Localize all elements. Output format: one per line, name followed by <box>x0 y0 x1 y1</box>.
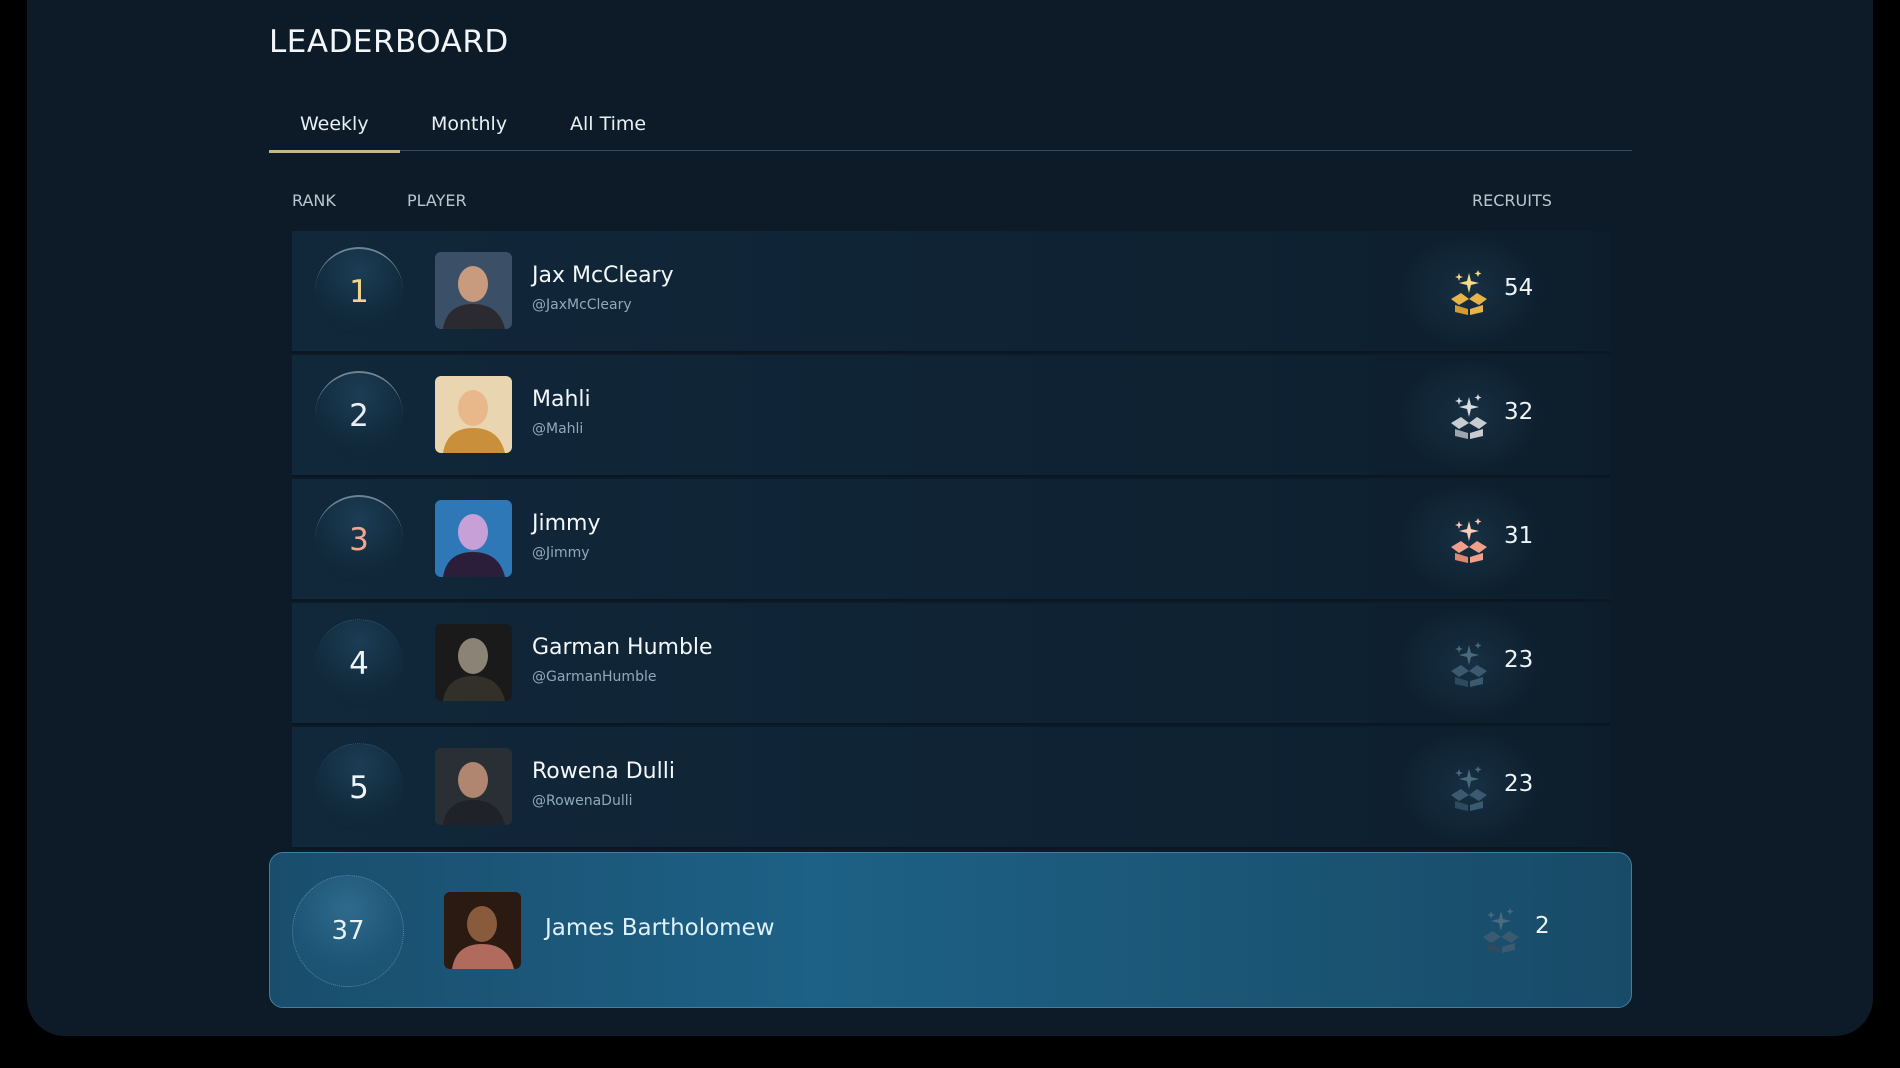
tab-weekly[interactable]: Weekly <box>269 113 399 153</box>
tab-monthly[interactable]: Monthly <box>431 113 508 135</box>
recruits-count: 23 <box>1504 647 1534 673</box>
recruits-count: 23 <box>1504 771 1534 797</box>
recruits-count: 32 <box>1504 399 1534 425</box>
tab-all-time[interactable]: All Time <box>570 113 647 135</box>
avatar <box>435 252 512 329</box>
gift-box-icon <box>1449 393 1489 439</box>
avatar <box>435 376 512 453</box>
rank-badge: 4 <box>315 619 403 707</box>
player-handle: @RowenaDulli <box>532 793 633 809</box>
rank-badge: 2 <box>315 371 403 459</box>
player-name[interactable]: Garman Humble <box>532 635 713 660</box>
gift-box-icon <box>1481 907 1521 953</box>
gift-box-icon <box>1449 517 1489 563</box>
player-handle: @JaxMcCleary <box>532 297 632 313</box>
leaderboard-row[interactable]: 3 Jimmy @Jimmy 31 <box>292 479 1610 601</box>
recruits-glow <box>1397 355 1547 475</box>
player-handle: @Mahli <box>532 421 584 437</box>
leaderboard-row[interactable]: 5 Rowena Dulli @RowenaDulli 23 <box>292 727 1610 849</box>
column-header-recruits: RECRUITS <box>1472 191 1552 210</box>
recruits-glow <box>1397 479 1547 599</box>
current-user-row[interactable]: 37 James Bartholomew 2 <box>269 852 1632 1008</box>
avatar <box>435 748 512 825</box>
avatar <box>435 500 512 577</box>
page-title: LEADERBOARD <box>269 24 509 60</box>
player-handle: @Jimmy <box>532 545 590 561</box>
player-handle: @GarmanHumble <box>532 669 657 685</box>
recruits-count: 54 <box>1504 275 1534 301</box>
recruits-glow <box>1397 603 1547 723</box>
leaderboard-row[interactable]: 1 Jax McCleary @JaxMcCleary 54 <box>292 231 1610 353</box>
player-name[interactable]: Jax McCleary <box>532 263 674 288</box>
avatar <box>435 624 512 701</box>
recruits-count: 31 <box>1504 523 1534 549</box>
avatar <box>444 892 521 969</box>
tab-bar: Weekly Monthly All Time <box>269 106 1632 153</box>
rank-badge: 1 <box>315 247 403 335</box>
player-name: James Bartholomew <box>545 915 775 941</box>
player-name[interactable]: Rowena Dulli <box>532 759 675 784</box>
gift-box-icon <box>1449 269 1489 315</box>
column-header-player: PLAYER <box>407 191 467 210</box>
recruits-count: 2 <box>1535 913 1550 939</box>
leaderboard-row[interactable]: 4 Garman Humble @GarmanHumble 23 <box>292 603 1610 725</box>
player-name[interactable]: Jimmy <box>532 511 601 536</box>
rank-badge: 3 <box>315 495 403 583</box>
column-header-rank: RANK <box>292 191 336 210</box>
gift-box-icon <box>1449 765 1489 811</box>
leaderboard-row[interactable]: 2 Mahli @Mahli 32 <box>292 355 1610 477</box>
player-name[interactable]: Mahli <box>532 387 591 412</box>
recruits-glow <box>1397 727 1547 847</box>
rank-badge: 37 <box>292 875 404 987</box>
recruits-glow <box>1397 231 1547 351</box>
rank-badge: 5 <box>315 743 403 831</box>
gift-box-icon <box>1449 641 1489 687</box>
